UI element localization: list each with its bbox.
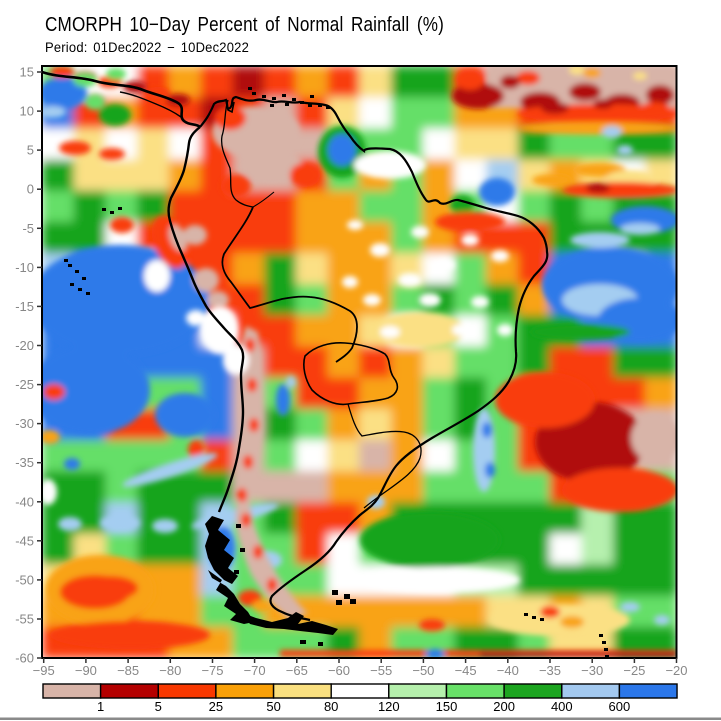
svg-text:400: 400 <box>551 699 573 714</box>
svg-text:-15: -15 <box>15 299 34 314</box>
svg-text:-20: -20 <box>15 338 34 353</box>
svg-text:-5: -5 <box>22 221 34 236</box>
svg-text:-60: -60 <box>15 651 34 666</box>
svg-text:-40: -40 <box>15 494 34 509</box>
svg-text:10: 10 <box>20 104 34 119</box>
svg-text:−50: −50 <box>412 663 434 678</box>
svg-text:-10: -10 <box>15 260 34 275</box>
svg-text:−60: −60 <box>328 663 350 678</box>
svg-text:-30: -30 <box>15 416 34 431</box>
svg-text:50: 50 <box>266 699 280 714</box>
svg-text:-35: -35 <box>15 455 34 470</box>
svg-text:−95: −95 <box>33 663 55 678</box>
svg-text:−90: −90 <box>75 663 97 678</box>
svg-text:Period: 01Dec2022 − 10Dec2022: Period: 01Dec2022 − 10Dec2022 <box>45 40 249 55</box>
svg-text:200: 200 <box>493 699 515 714</box>
svg-text:−75: −75 <box>201 663 223 678</box>
svg-text:120: 120 <box>378 699 400 714</box>
svg-text:−25: −25 <box>623 663 645 678</box>
svg-text:-55: -55 <box>15 612 34 627</box>
svg-text:−20: −20 <box>665 663 687 678</box>
svg-text:−65: −65 <box>286 663 308 678</box>
svg-text:−80: −80 <box>159 663 181 678</box>
svg-text:5: 5 <box>155 699 162 714</box>
svg-text:80: 80 <box>324 699 338 714</box>
svg-text:5: 5 <box>27 143 34 158</box>
svg-text:−35: −35 <box>539 663 561 678</box>
svg-text:-25: -25 <box>15 377 34 392</box>
svg-text:0: 0 <box>27 182 34 197</box>
svg-text:−30: −30 <box>581 663 603 678</box>
svg-text:15: 15 <box>20 65 34 80</box>
svg-text:−55: −55 <box>370 663 392 678</box>
svg-text:CMORPH 10−Day Percent of Norma: CMORPH 10−Day Percent of Normal Rainfall… <box>45 14 444 36</box>
svg-text:1: 1 <box>97 699 104 714</box>
svg-text:−40: −40 <box>497 663 519 678</box>
svg-text:600: 600 <box>609 699 631 714</box>
svg-text:−85: −85 <box>117 663 139 678</box>
svg-text:150: 150 <box>436 699 458 714</box>
svg-text:-45: -45 <box>15 533 34 548</box>
svg-text:-50: -50 <box>15 572 34 587</box>
svg-text:−45: −45 <box>455 663 477 678</box>
svg-text:25: 25 <box>209 699 223 714</box>
svg-text:−70: −70 <box>244 663 266 678</box>
